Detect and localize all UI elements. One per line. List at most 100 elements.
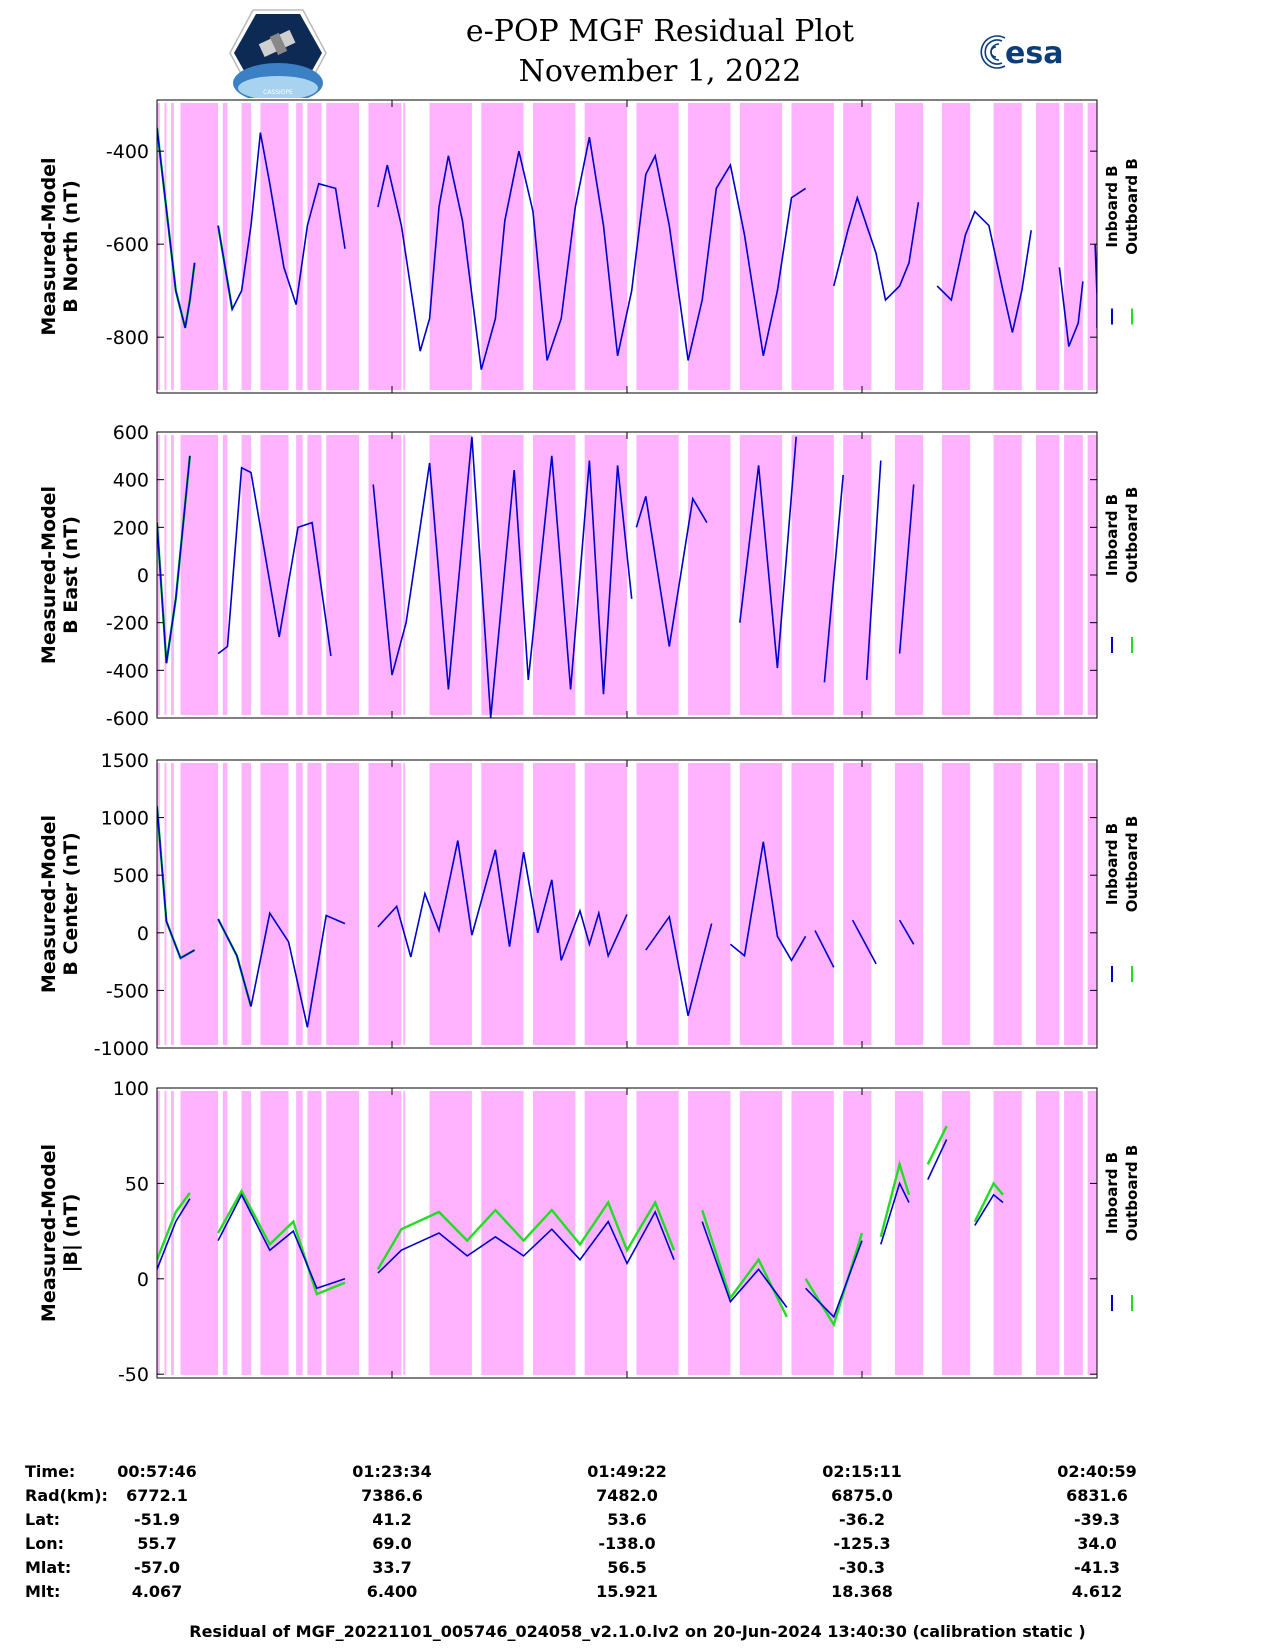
ephemeris-mlt-value: 6.400	[366, 1582, 418, 1601]
mlt-label: Mlt:	[25, 1582, 61, 1601]
eclipse-shade	[791, 435, 834, 715]
legend-inboard-label: Inboard B	[1103, 494, 1121, 576]
eclipse-shade	[157, 103, 160, 390]
eclipse-shade	[1064, 103, 1083, 390]
legend-outboard-label: Outboard B	[1123, 816, 1141, 913]
y-tick-label: -200	[106, 613, 149, 635]
eclipse-shade	[993, 1091, 1022, 1375]
eclipse-shade	[533, 1091, 576, 1375]
inboard-series-line	[157, 1139, 1004, 1319]
eclipse-shade	[791, 763, 834, 1045]
eclipse-shade	[481, 435, 524, 715]
ephemeris-rad-value: 7386.6	[361, 1486, 423, 1505]
eclipse-shade	[481, 763, 524, 1045]
y-tick-label: -400	[106, 141, 149, 163]
mlat-label: Mlat:	[25, 1558, 72, 1577]
eclipse-shade	[164, 435, 167, 715]
eclipse-shade	[1035, 1091, 1060, 1375]
ephemeris-mlat-value: -30.3	[838, 1558, 886, 1577]
eclipse-shade	[396, 763, 400, 1045]
eclipse-shade	[296, 763, 303, 1045]
eclipse-shade	[894, 1091, 924, 1375]
y-tick-label: 1500	[101, 750, 149, 772]
eclipse-shade	[164, 103, 167, 390]
eclipse-shade	[739, 1091, 783, 1375]
eclipse-shade	[429, 1091, 472, 1375]
ephemeris-time-value: 01:23:34	[352, 1462, 432, 1481]
eclipse-shade	[584, 763, 627, 1045]
y-tick-label: 50	[125, 1173, 149, 1195]
outboard-series-line	[157, 1125, 1004, 1328]
eclipse-shade	[180, 1091, 219, 1375]
chart-date: November 1, 2022	[518, 54, 802, 89]
eclipse-shade	[894, 763, 924, 1045]
eclipse-shade	[941, 763, 971, 1045]
eclipse-shade	[993, 763, 1022, 1045]
eclipse-shade	[941, 103, 971, 390]
esa-logo-text: esa	[1005, 36, 1063, 71]
eclipse-shade	[171, 1091, 174, 1375]
ephemeris-time-value: 00:57:46	[117, 1462, 197, 1481]
eclipse-shade	[171, 103, 174, 390]
eclipse-shade	[1035, 103, 1060, 390]
y-axis-label: B East (nT)	[60, 516, 82, 634]
y-tick-label: 0	[137, 923, 149, 945]
inboard-series-line	[157, 436, 915, 718]
ephemeris-lon-value: 69.0	[372, 1534, 412, 1553]
eclipse-shade	[1035, 435, 1060, 715]
eclipse-shade	[993, 103, 1022, 390]
eclipse-shade	[157, 763, 160, 1045]
eclipse-shade	[260, 435, 289, 715]
eclipse-shade	[345, 435, 360, 715]
eclipse-shade	[1035, 763, 1060, 1045]
eclipse-shade	[429, 763, 472, 1045]
eclipse-shade	[326, 1091, 345, 1375]
ephemeris-table: Time: Rad(km): Lat: Lon: Mlat: Mlt: 00:5…	[0, 1462, 1275, 1622]
eclipse-shade	[260, 763, 289, 1045]
legend-inboard-label: Inboard B	[1103, 823, 1121, 905]
eclipse-shade	[403, 1091, 406, 1375]
eclipse-shade	[403, 763, 406, 1045]
footer-caption: Residual of MGF_20221101_005746_024058_v…	[189, 1622, 1086, 1641]
ephemeris-mlt-value: 15.921	[596, 1582, 658, 1601]
eclipse-shade	[843, 763, 872, 1045]
eclipse-shade	[180, 435, 219, 715]
eclipse-shade	[429, 435, 472, 715]
eclipse-shade	[368, 435, 402, 715]
eclipse-shade	[941, 435, 971, 715]
esa-logo: esa	[980, 35, 1063, 71]
eclipse-shade	[1087, 103, 1097, 390]
eclipse-shade	[296, 103, 303, 390]
ephemeris-rad-value: 6875.0	[831, 1486, 893, 1505]
eclipse-shade	[180, 763, 219, 1045]
y-axis-label: Measured-Model	[38, 157, 60, 335]
eclipse-shade	[688, 435, 731, 715]
y-tick-label: -1000	[94, 1038, 149, 1060]
inboard-series-line	[157, 806, 915, 1028]
eclipse-shade	[307, 763, 322, 1045]
eclipse-shade	[843, 1091, 872, 1375]
panel-1: 600 400 200 0 -200 -400 -600 Measured-Model B Ea…	[38, 422, 1141, 730]
eclipse-shade	[222, 763, 228, 1045]
legend-outboard-label: Outboard B	[1123, 1145, 1141, 1242]
y-tick-label: -800	[106, 327, 149, 349]
ephemeris-lat-value: 41.2	[372, 1510, 412, 1529]
panel-0: -400 -600 -800 Measured-Model B North (nT) In…	[38, 99, 1141, 394]
eclipse-shade	[1064, 1091, 1083, 1375]
eclipse-shade	[1087, 763, 1097, 1045]
chart-title: e-POP MGF Residual Plot	[465, 14, 855, 49]
y-tick-label: 500	[113, 865, 149, 887]
ephemeris-rad-value: 6831.6	[1066, 1486, 1128, 1505]
eclipse-shade	[636, 763, 679, 1045]
ephemeris-mlat-value: 56.5	[607, 1558, 647, 1577]
eclipse-shade	[222, 1091, 228, 1375]
eclipse-shade	[171, 435, 174, 715]
ephemeris-lon-value: 55.7	[137, 1534, 177, 1553]
eclipse-shade	[429, 103, 472, 390]
ephemeris-lat-value: 53.6	[607, 1510, 647, 1529]
y-tick-label: -600	[106, 234, 149, 256]
time-label: Time:	[25, 1462, 76, 1481]
ephemeris-mlat-value: -41.3	[1073, 1558, 1121, 1577]
eclipse-shade	[241, 763, 251, 1045]
